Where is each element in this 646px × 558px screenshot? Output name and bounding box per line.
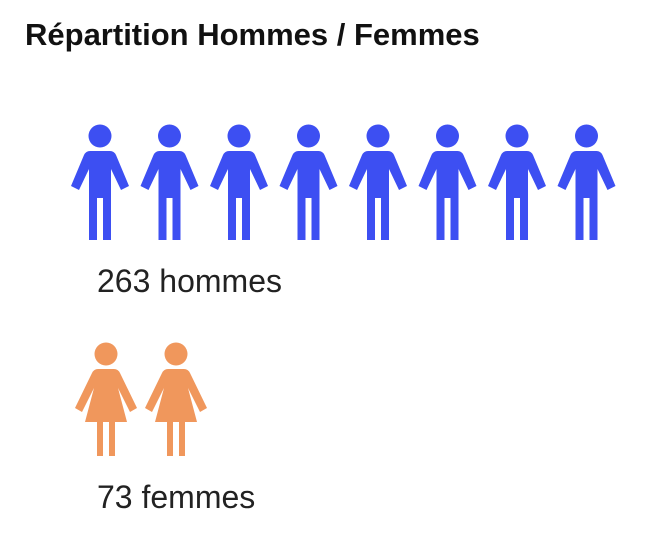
man-icon (488, 124, 546, 240)
man-icon (279, 124, 338, 240)
man-icon (210, 124, 268, 240)
chart-title: Répartition Hommes / Femmes (25, 17, 480, 52)
value-label: 73 femmes (97, 479, 255, 515)
man-icon (418, 124, 477, 240)
woman-icon (145, 342, 207, 456)
woman-icon (75, 342, 137, 456)
man-icon (349, 124, 407, 240)
value-label: 263 hommes (97, 263, 282, 299)
man-icon (557, 124, 616, 240)
man-icon (71, 124, 129, 240)
man-icon (140, 124, 199, 240)
